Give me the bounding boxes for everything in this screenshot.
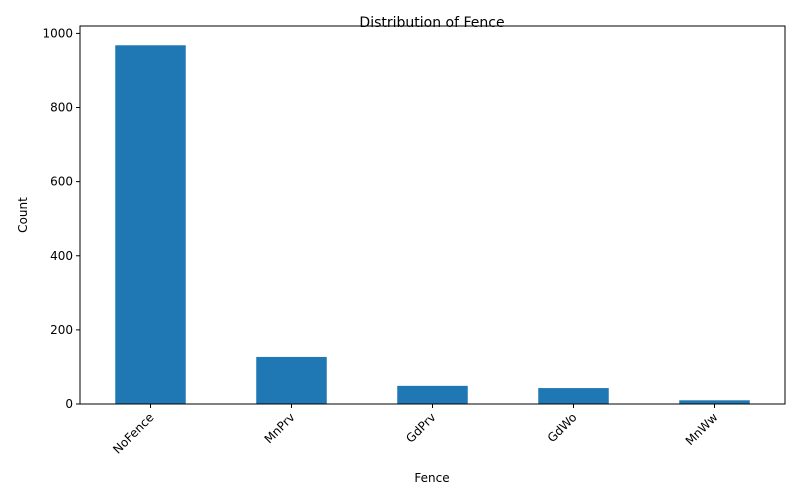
bar-nofence	[115, 45, 186, 404]
x-tick-label: GdWo	[545, 410, 580, 445]
y-tick-label: 200	[50, 323, 73, 337]
x-tick-label: MnWw	[683, 410, 721, 448]
x-axis-ticks: NoFence MnPrv GdPrv GdWo MnWw	[110, 404, 721, 457]
y-axis-ticks: 0 200 400 600 800 1000	[42, 26, 80, 411]
bar-gdwo	[538, 388, 609, 404]
x-tick-label: MnPrv	[262, 410, 298, 446]
x-tick-label: NoFence	[110, 410, 156, 456]
chart-title: Distribution of Fence	[359, 15, 504, 31]
bar-mnprv	[256, 356, 327, 404]
plot-area: 0 200 400 600 800 1000 NoFence MnPrv GdPrv GdWo M…	[42, 25, 786, 457]
y-tick-label: 600	[50, 175, 73, 189]
y-tick-label: 800	[50, 101, 73, 115]
x-tick-label: GdPrv	[403, 410, 438, 445]
y-axis-label: Count	[16, 197, 30, 233]
bars	[115, 45, 750, 404]
y-tick-label: 1000	[42, 26, 73, 40]
bar-gdprv	[397, 385, 468, 404]
y-tick-label: 400	[50, 249, 73, 263]
y-tick-label: 0	[65, 397, 73, 411]
bar-mnww	[679, 400, 750, 404]
x-axis-label: Fence	[414, 471, 449, 485]
